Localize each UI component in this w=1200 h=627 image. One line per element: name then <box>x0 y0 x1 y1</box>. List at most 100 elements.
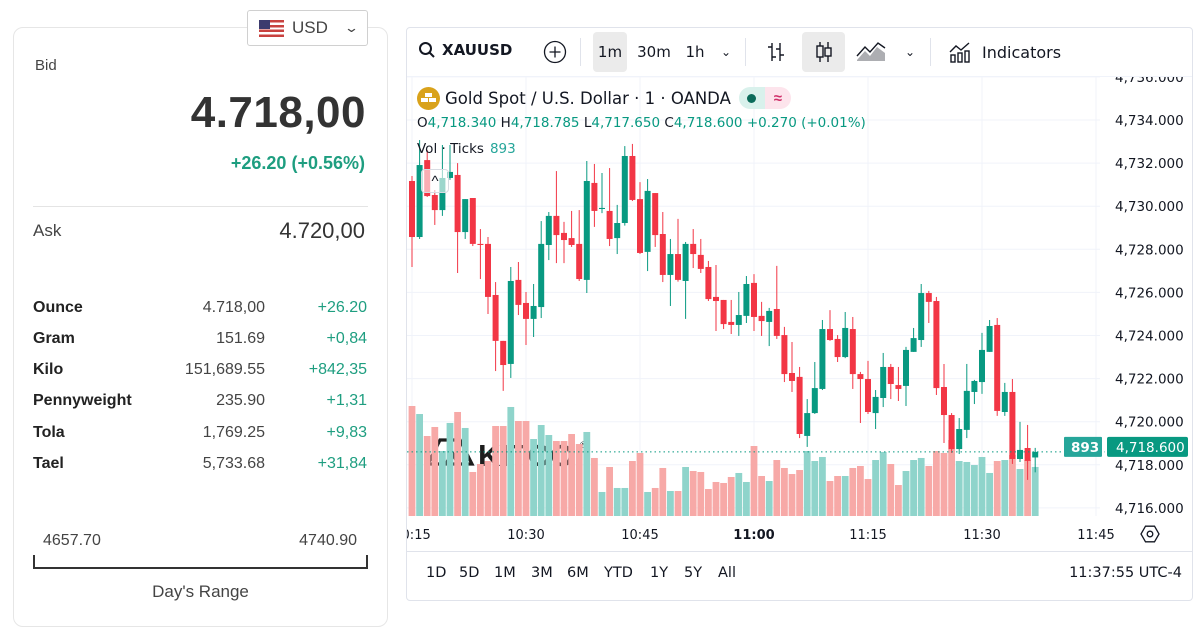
toolbar-separator <box>930 38 931 66</box>
price-tick-label: 4,730.000 <box>1115 199 1184 215</box>
candle <box>865 360 871 414</box>
volume-bar <box>712 481 720 516</box>
candle <box>469 198 476 247</box>
area-chart-style-icon[interactable] <box>856 40 886 64</box>
range-3m[interactable]: 3M <box>531 565 553 581</box>
clock-timezone[interactable]: 11:37:55 UTC-4 <box>1069 565 1182 581</box>
chart-style-chevron-icon[interactable]: ⌄ <box>904 45 916 59</box>
unit-value: 151.69 <box>216 330 265 347</box>
candle-body <box>469 198 476 244</box>
interval-1h[interactable]: 1h <box>685 43 705 61</box>
candle <box>614 204 621 255</box>
unit-name: Pennyweight <box>33 392 132 409</box>
volume-bar <box>606 466 613 516</box>
compare-add-icon[interactable] <box>543 40 567 64</box>
symbol-title: Gold Spot / U.S. Dollar · 1 · OANDA <box>445 88 731 108</box>
candle-body <box>431 194 438 211</box>
price-tick-label: 4,726.000 <box>1115 285 1184 301</box>
ohlc-legend: O4,718.340 H4,718.785 L4,717.650 C4,718.… <box>417 115 866 131</box>
candle-body <box>811 388 818 414</box>
volume-value: 893 <box>489 141 516 157</box>
volume-bar <box>416 414 423 516</box>
unit-row-kilo: Kilo 151,689.55 +842,35 <box>33 361 368 383</box>
volume-bar <box>743 481 750 516</box>
volume-bar <box>986 472 993 516</box>
volume-bar <box>773 460 781 516</box>
volume-bar <box>993 461 1001 516</box>
range-all[interactable]: All <box>718 565 736 581</box>
volume-bar <box>515 421 522 516</box>
volume-bar <box>971 465 978 516</box>
candle <box>1024 424 1031 480</box>
interval-30m[interactable]: 30m <box>637 43 671 61</box>
unit-value: 235.90 <box>216 392 265 409</box>
volume-bar <box>841 476 849 516</box>
price-tick-label: 4,732.000 <box>1115 156 1184 172</box>
candle-body <box>561 232 567 241</box>
currency-dropdown[interactable]: USD ⌄ <box>247 10 368 46</box>
range-ytd[interactable]: YTD <box>604 565 633 581</box>
chart-settings-icon <box>1140 525 1160 543</box>
candle <box>986 319 993 352</box>
candle-body <box>629 155 636 200</box>
candle-body <box>895 385 902 389</box>
range-6m[interactable]: 6M <box>567 565 589 581</box>
volume-bar <box>735 472 743 516</box>
bid-label: Bid <box>35 57 57 74</box>
time-tick-label: 11:00 <box>733 528 774 543</box>
candle-body <box>834 338 841 358</box>
volume-bar <box>1009 455 1016 516</box>
candle <box>743 276 750 324</box>
candle <box>682 241 689 319</box>
volume-bar <box>575 444 583 516</box>
chevron-down-icon: ⌄ <box>343 20 359 35</box>
volume-bar <box>879 451 887 516</box>
market-open-dot-icon <box>738 87 765 109</box>
candle-body <box>447 171 453 178</box>
indicators-button[interactable]: Indicators <box>948 40 1061 64</box>
low-label: L <box>583 115 592 131</box>
candle-body <box>637 199 643 253</box>
close-label: C <box>664 115 674 131</box>
candle-body <box>925 293 932 302</box>
interval-dropdown-chevron-icon[interactable]: ⌄ <box>720 45 732 59</box>
candle <box>1001 382 1008 416</box>
volume-bar <box>826 481 834 516</box>
candle <box>735 291 742 336</box>
market-status-badge[interactable]: ≈ <box>738 87 791 109</box>
candle-body <box>591 182 598 211</box>
range-1y[interactable]: 1Y <box>650 565 669 581</box>
collapse-legend-chevron-up-icon[interactable]: ^ <box>421 169 449 193</box>
volume-bar <box>948 440 955 516</box>
candle-body <box>948 415 955 450</box>
candle-body <box>477 243 484 245</box>
candle-body <box>941 387 947 416</box>
candle <box>583 160 590 294</box>
price-tick-label: 4,724.000 <box>1115 329 1184 345</box>
candle <box>1017 421 1023 462</box>
range-5y[interactable]: 5Y <box>684 565 703 581</box>
price-tick-label: 4,722.000 <box>1115 372 1184 388</box>
range-1m[interactable]: 1M <box>494 565 516 581</box>
volume-bar <box>1016 469 1024 516</box>
symbol-search[interactable]: XAUUSD <box>418 41 512 59</box>
interval-1m[interactable]: 1m <box>593 32 627 72</box>
candle-style-button[interactable] <box>802 32 845 72</box>
day-range-low: 4657.70 <box>43 532 101 549</box>
volume-bar <box>651 487 659 516</box>
candle <box>857 371 864 423</box>
candle <box>568 210 575 247</box>
bar-chart-style-icon[interactable] <box>765 40 787 64</box>
candle-body <box>462 199 469 233</box>
volume-bar <box>408 406 416 516</box>
range-1d[interactable]: 1D <box>426 565 447 581</box>
toolbar-separator <box>580 38 581 66</box>
volume-bar <box>887 464 895 516</box>
candle <box>979 332 985 394</box>
candle <box>849 316 856 389</box>
candle-body <box>849 329 856 375</box>
volume-bar <box>621 487 629 516</box>
price-chart[interactable]: KITCO ® 4,716.0004,718.0004,720.0004,722… <box>407 77 1192 550</box>
range-5d[interactable]: 5D <box>459 565 480 581</box>
candle-body <box>743 283 750 316</box>
